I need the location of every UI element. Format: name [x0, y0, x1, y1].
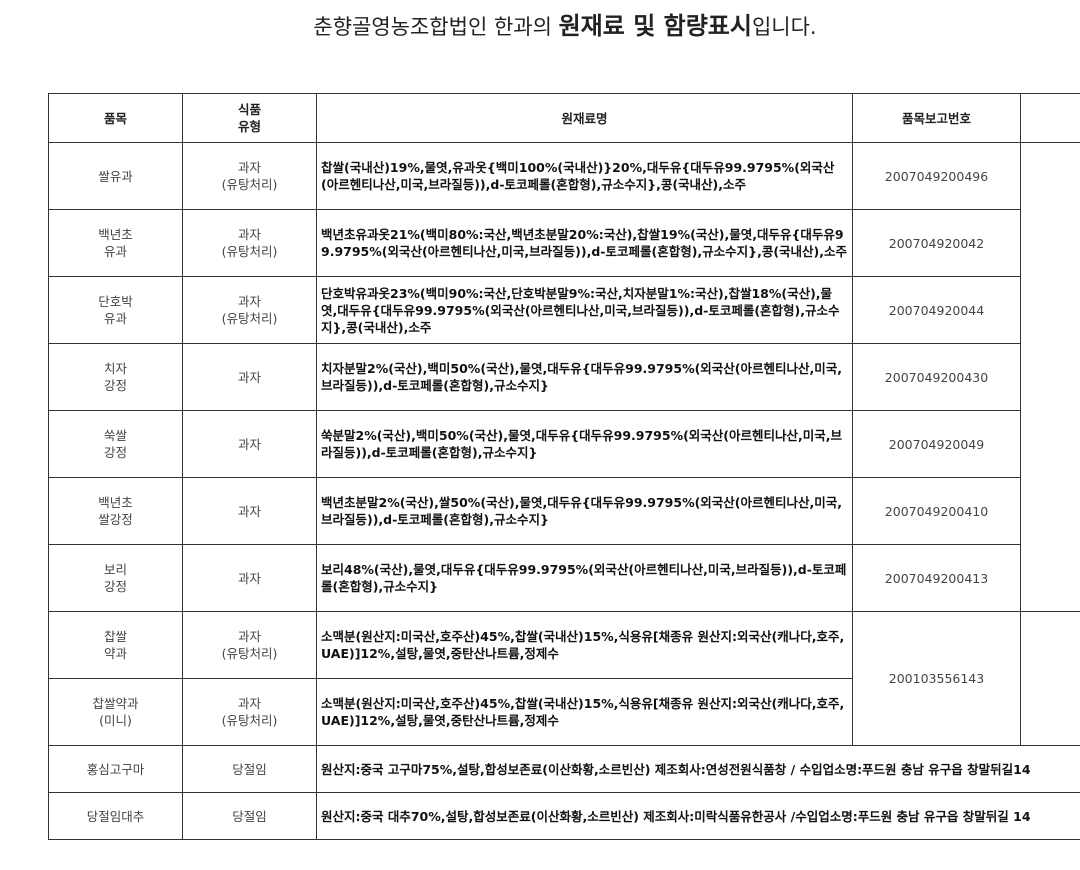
title-part: 원재료 및 함량표시 [558, 12, 752, 40]
table-row: 당절임대추 당절임 원산지:중국 대추70%,설탕,합성보존료(이산화황,소르빈산)… [48, 792, 1080, 840]
ingredients: 쑥분말2%(국산),백미50%(국산),물엿,대두유{대두유99.9795%(외… [316, 410, 853, 478]
table-row: 찹쌀 약과 과자 (유탕처리) 소맥분(원산지:미국산,호주산)45%,찹쌀(국내산… [48, 611, 1080, 746]
table-row: 백년초 쌀강정 과자 백년초분말2%(국산),쌀50%(국산),물엿,대두유{대두유… [48, 477, 1080, 545]
table-row: 쌀유과 과자 (유탕처리) 찹쌀(국내산)19%,물엿,유과옷{백미100%(국내산… [48, 142, 1080, 612]
table-row: 백년초 유과 과자 (유탕처리) 백년초유과옷21%(백미80%:국산,백년초분말2… [48, 209, 1080, 277]
food-type: 과자 (유탕처리) [182, 611, 317, 679]
food-type: 과자 (유탕처리) [182, 142, 317, 210]
title-part: 춘향골영농조합법인 한과의 [313, 15, 559, 39]
table-row: 단호박 유과 과자 (유탕처리) 단호박유과옷23%(백미90%:국산,단호박분말9… [48, 276, 1080, 344]
column-header: 품목보고번호 [852, 93, 1021, 143]
ingredients: 원산지:중국 대추70%,설탕,합성보존료(이산화황,소르빈산) 제조회사:미락… [316, 792, 1080, 840]
ingredients: 백년초분말2%(국산),쌀50%(국산),물엿,대두유{대두유99.9795%(… [316, 477, 853, 545]
product-name: 단호박 유과 [48, 276, 183, 344]
column-header: 품목 [48, 93, 183, 143]
table-row: 보리 강정 과자 보리48%(국산),물엿,대두유{대두유99.9795%(외국산(… [48, 544, 1080, 612]
ingredients: 원산지:중국 고구마75%,설탕,합성보존료(이산화황,소르빈산) 제조회사:연… [316, 745, 1080, 793]
product-name: 찹쌀 약과 [48, 611, 183, 679]
manufacturer: 경도 경기도 파 읍 명봉 23 [1020, 611, 1080, 746]
report-number: 2007049200496 [852, 142, 1021, 210]
column-header: 원재료명 [316, 93, 853, 143]
ingredients: 소맥분(원산지:미국산,호주산)45%,찹쌀(국내산)15%,식용유[채종유 원… [316, 678, 853, 746]
title-part: 입니다. [751, 15, 817, 39]
ingredients: 치자분말2%(국산),백미50%(국산),물엿,대두유{대두유99.9795%(… [316, 343, 853, 411]
table-row: 찹쌀약과 (미니) 과자 (유탕처리) 소맥분(원산지:미국산,호주산)45%,찹쌀… [48, 678, 1080, 746]
column-header: 제 [1020, 93, 1080, 143]
report-number: 200704920049 [852, 410, 1021, 478]
food-type: 과자 (유탕처리) [182, 678, 317, 746]
column-header: 식품 유형 [182, 93, 317, 143]
report-number: 2007049200413 [852, 544, 1021, 612]
table-row: 홍심고구마 당절임 원산지:중국 고구마75%,설탕,합성보존료(이산화황,소르빈산… [48, 745, 1080, 793]
food-type: 과자 [182, 544, 317, 612]
product-name: 보리 강정 [48, 544, 183, 612]
food-type: 과자 [182, 477, 317, 545]
product-name: 쑥쌀 강정 [48, 410, 183, 478]
product-name: 당절임대추 [48, 792, 183, 840]
product-name: 쌀유과 [48, 142, 183, 210]
ingredients: 보리48%(국산),물엿,대두유{대두유99.9795%(외국산(아르헨티나산,… [316, 544, 853, 612]
product-name: 찹쌀약과 (미니) [48, 678, 183, 746]
product-name: 백년초 쌀강정 [48, 477, 183, 545]
food-type: 과자 [182, 410, 317, 478]
ingredients: 백년초유과옷21%(백미80%:국산,백년초분말20%:국산),찹쌀19%(국산… [316, 209, 853, 277]
ingredients: 찹쌀(국내산)19%,물엿,유과옷{백미100%(국내산)}20%,대두유{대두… [316, 142, 853, 210]
title: 춘향골영농조합법인 한과의 원재료 및 함량표시입니다. [0, 6, 1080, 41]
food-type: 과자 (유탕처리) [182, 209, 317, 277]
ingredients: 소맥분(원산지:미국산,호주산)45%,찹쌀(국내산)15%,식용유[채종유 원… [316, 611, 853, 679]
product-name: 치자 강정 [48, 343, 183, 411]
food-type: 당절임 [182, 745, 317, 793]
product-name: 백년초 유과 [48, 209, 183, 277]
report-number: 200704920042 [852, 209, 1021, 277]
report-number: 2007049200410 [852, 477, 1021, 545]
food-type: 과자 [182, 343, 317, 411]
product-name: 홍심고구마 [48, 745, 183, 793]
report-number: 2007049200430 [852, 343, 1021, 411]
ingredients: 단호박유과옷23%(백미90%:국산,단호박분말9%:국산,치자분말1%:국산)… [316, 276, 853, 344]
table-row: 치자 강정 과자 치자분말2%(국산),백미50%(국산),물엿,대두유{대두유99… [48, 343, 1080, 411]
manufacturer: 춘향골 영농조 전북 남원 1 [1020, 142, 1080, 612]
food-type: 과자 (유탕처리) [182, 276, 317, 344]
report-number: 200103556143 [852, 611, 1021, 746]
table-row: 쑥쌀 강정 과자 쑥분말2%(국산),백미50%(국산),물엿,대두유{대두유99.… [48, 410, 1080, 478]
food-type: 당절임 [182, 792, 317, 840]
report-number: 200704920044 [852, 276, 1021, 344]
